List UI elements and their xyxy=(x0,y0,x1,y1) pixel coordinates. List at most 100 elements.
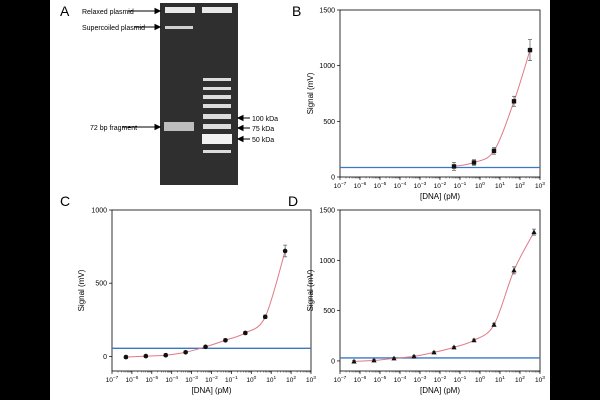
x-tick-label: 10−3 xyxy=(414,181,427,190)
x-tick-label: 100 xyxy=(475,375,485,384)
gel-band-72bp xyxy=(164,122,194,131)
ladder-band xyxy=(203,150,231,153)
ladder-band xyxy=(202,134,232,144)
data-point xyxy=(531,229,537,235)
y-tick-label: 1000 xyxy=(319,258,335,265)
data-point xyxy=(203,344,208,350)
panel-label-c: C xyxy=(60,193,70,209)
gel-ladder xyxy=(202,78,232,153)
x-tick-label: 103 xyxy=(306,375,316,384)
gel-label-72bp: 72 bp fragment xyxy=(90,125,137,132)
gel-label-supercoiled: Supercoiled plasmid xyxy=(82,25,145,32)
data-point xyxy=(471,337,477,343)
ladder-band xyxy=(203,124,231,129)
data-point xyxy=(491,148,497,154)
data-point xyxy=(163,352,169,358)
y-axis-label: Signal (mV) xyxy=(306,72,315,114)
y-tick-label: 500 xyxy=(323,308,335,315)
gel-image xyxy=(160,3,238,185)
x-tick-label: 10−5 xyxy=(374,375,387,384)
x-tick-label: 10−2 xyxy=(434,181,447,190)
x-tick-label: 10−6 xyxy=(354,181,367,190)
data-point xyxy=(451,344,457,350)
panel-label-d: D xyxy=(288,193,298,209)
data-point xyxy=(351,358,357,364)
x-tick-label: 10−6 xyxy=(126,375,139,384)
ladder-band xyxy=(203,104,231,108)
data-point xyxy=(471,160,477,165)
gel-label-50kda: 50 kDa xyxy=(252,137,274,144)
x-axis-label: [DNA] (pM) xyxy=(420,192,460,201)
x-tick-label: 10−1 xyxy=(454,181,467,190)
ladder-band xyxy=(203,95,231,99)
x-tick-label: 100 xyxy=(246,375,256,384)
y-axis-label: Signal (mV) xyxy=(306,269,315,311)
x-tick-label: 10−7 xyxy=(334,375,347,384)
arrowhead xyxy=(154,123,162,131)
x-tick-label: 102 xyxy=(286,375,296,384)
arrowhead xyxy=(154,7,162,15)
data-point xyxy=(223,337,228,343)
x-tick-label: 10−4 xyxy=(394,181,407,190)
panel-label-b: B xyxy=(292,3,301,19)
data-point xyxy=(491,321,497,327)
x-tick-label: 10−3 xyxy=(414,375,427,384)
chart-panel-d: D 10−7 10−6 10−5 10−4 10−3 10−2 10−1 100 101 102 10… xyxy=(288,193,545,395)
data-point xyxy=(183,349,188,355)
gel-well-1 xyxy=(165,7,195,13)
ladder-band xyxy=(203,114,231,119)
panel-a: A Relaxed p xyxy=(60,3,278,185)
arrowhead xyxy=(236,114,244,122)
panel-background xyxy=(50,0,550,400)
arrowhead xyxy=(154,23,162,31)
x-tick-label: 102 xyxy=(515,375,525,384)
x-axis-label: [DNA] (pM) xyxy=(192,386,232,395)
y-tick-label: 0 xyxy=(331,358,335,365)
data-point xyxy=(371,357,377,363)
x-tick-label: 10−6 xyxy=(354,375,367,384)
chart-panel-c: C 10−7 10−6 10−5 10−4 10−3 10−2 10−1 100 101 102 10… xyxy=(60,193,316,395)
data-point xyxy=(262,314,268,320)
data-point xyxy=(511,99,517,104)
x-tick-label: 10−4 xyxy=(165,375,178,384)
x-tick-label: 100 xyxy=(475,181,485,190)
data-point xyxy=(527,47,533,53)
x-tick-label: 103 xyxy=(535,181,545,190)
arrowhead xyxy=(236,124,244,132)
ladder-band xyxy=(203,78,231,81)
y-tick-label: 500 xyxy=(323,119,335,126)
data-point xyxy=(451,164,457,169)
x-tick-label: 10−4 xyxy=(394,375,407,384)
y-tick-label: 1000 xyxy=(91,208,107,215)
gel-label-75kda: 75 kDa xyxy=(252,126,274,133)
y-tick-label: 500 xyxy=(95,281,107,288)
x-tick-label: 10−3 xyxy=(185,375,198,384)
x-tick-label: 10−7 xyxy=(106,375,119,384)
x-tick-label: 10−1 xyxy=(225,375,238,384)
data-point xyxy=(411,353,417,359)
x-tick-label: 103 xyxy=(535,375,545,384)
panel-label-a: A xyxy=(60,3,70,19)
x-tick-label: 101 xyxy=(495,181,505,190)
y-tick-label: 1500 xyxy=(319,208,335,215)
x-tick-label: 10−5 xyxy=(374,181,387,190)
data-point xyxy=(431,349,437,355)
x-tick-label: 10−7 xyxy=(334,181,347,190)
ladder-band xyxy=(203,87,231,90)
gel-label-100kda: 100 kDa xyxy=(252,116,278,123)
data-point xyxy=(511,267,517,273)
y-tick-label: 0 xyxy=(331,175,335,182)
x-tick-label: 101 xyxy=(495,375,505,384)
data-point xyxy=(282,248,288,254)
x-tick-label: 10−2 xyxy=(205,375,218,384)
data-point xyxy=(391,355,397,361)
x-tick-label: 10−1 xyxy=(454,375,467,384)
gel-band-supercoiled xyxy=(165,26,193,29)
y-axis-label: Signal (mV) xyxy=(77,269,86,311)
chart-layer: B 10−7 10−6 10−5 10−4 10−3 10−2 10−1 100 101 102 10… xyxy=(60,3,545,395)
y-tick-label: 1500 xyxy=(319,8,335,15)
y-tick-label: 0 xyxy=(103,354,107,361)
gel-well-2 xyxy=(202,7,232,13)
data-point xyxy=(143,353,149,359)
